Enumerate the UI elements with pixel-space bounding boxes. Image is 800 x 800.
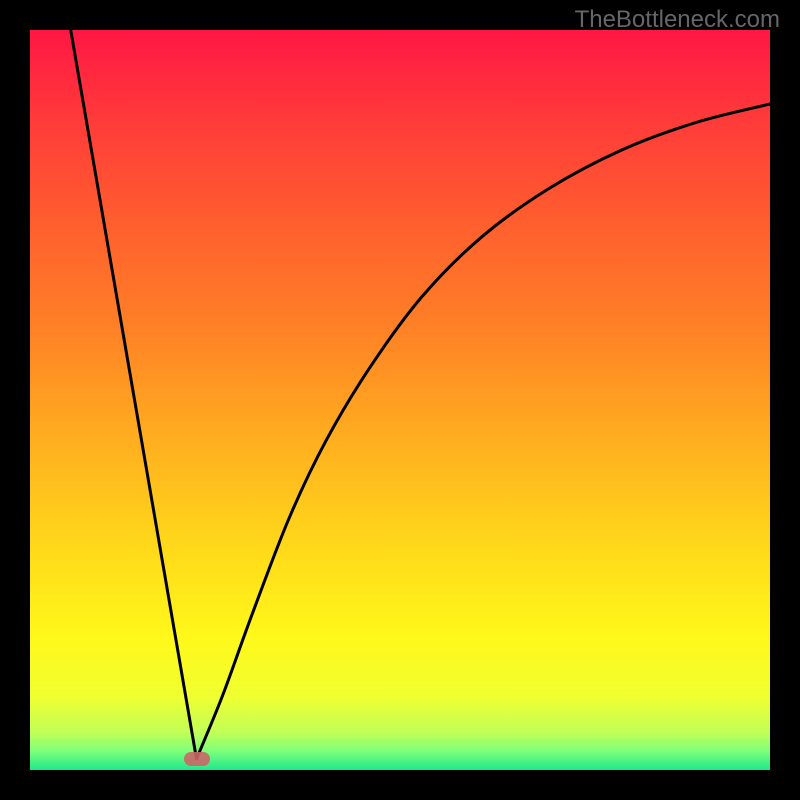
v-curve-path [71,30,770,759]
watermark-text: TheBottleneck.com [575,6,780,34]
chart-container: TheBottleneck.com [0,0,800,800]
curve-layer [30,30,770,770]
plot-area [30,30,770,770]
minimum-marker [184,752,210,766]
